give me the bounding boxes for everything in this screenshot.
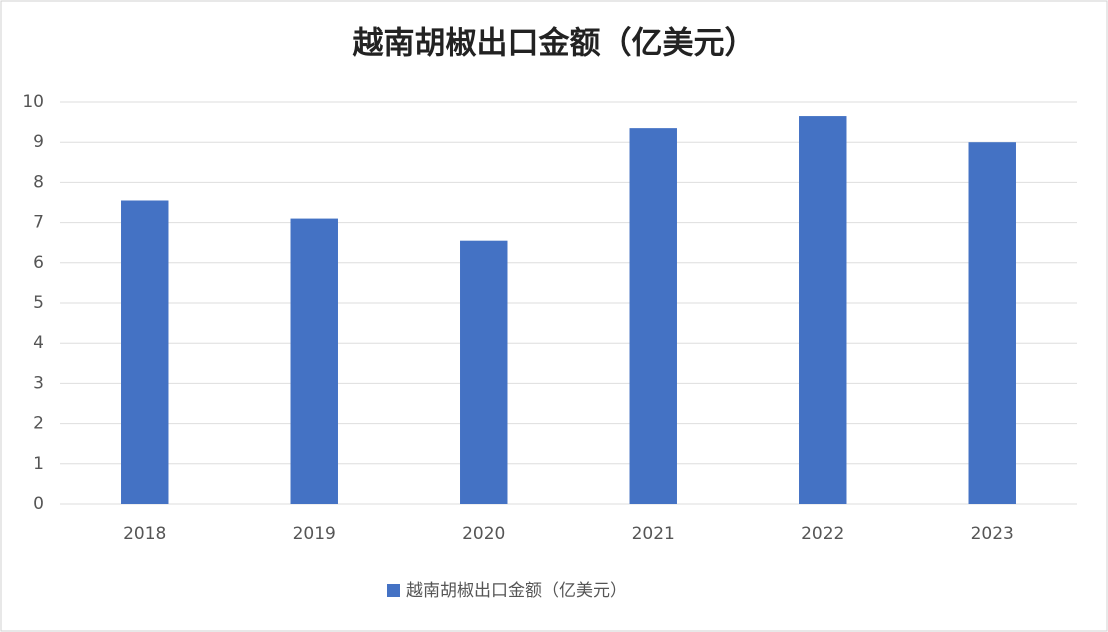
- y-tick-label: 1: [33, 454, 44, 474]
- bar: [968, 142, 1016, 504]
- x-tick-label: 2020: [462, 524, 505, 544]
- chart-title: 越南胡椒出口金额（亿美元）: [353, 26, 756, 62]
- y-tick-label: 0: [33, 494, 44, 514]
- y-tick-label: 10: [22, 92, 44, 112]
- x-tick-label: 2023: [971, 524, 1014, 544]
- y-tick-label: 6: [33, 253, 44, 273]
- x-tick-label: 2018: [123, 524, 166, 544]
- y-tick-label: 4: [33, 333, 44, 353]
- bar: [290, 218, 338, 504]
- x-tick-label: 2019: [293, 524, 336, 544]
- bar: [460, 240, 508, 504]
- bar: [799, 116, 847, 504]
- x-tick-label: 2021: [632, 524, 675, 544]
- y-tick-label: 7: [33, 213, 44, 233]
- bar: [121, 200, 169, 505]
- y-tick-label: 9: [33, 132, 44, 152]
- bar: [629, 128, 677, 504]
- y-tick-label: 8: [33, 172, 44, 192]
- y-tick-label: 3: [33, 373, 44, 393]
- legend-swatch: [387, 584, 400, 597]
- y-tick-label: 5: [33, 293, 44, 313]
- x-tick-label: 2022: [801, 524, 844, 544]
- y-tick-label: 2: [33, 414, 44, 434]
- legend-label: 越南胡椒出口金额（亿美元）: [406, 581, 627, 601]
